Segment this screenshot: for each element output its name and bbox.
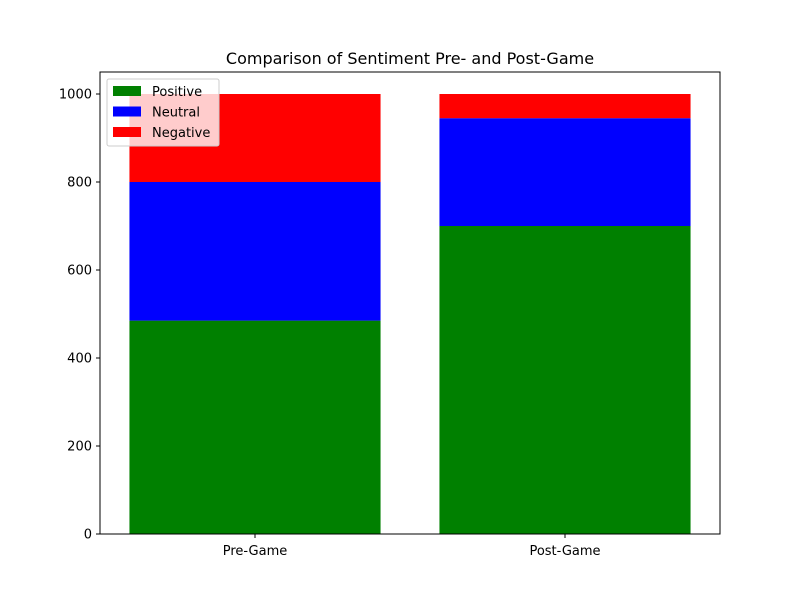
y-tick-label: 400 — [67, 352, 92, 367]
y-axis: 0 200 400 600 800 1000 — [59, 88, 100, 543]
legend-swatch-negative — [113, 127, 141, 137]
y-tick-label: 1000 — [59, 88, 92, 103]
bar-positive-post-game — [439, 226, 691, 534]
legend-label-negative: Negative — [152, 126, 210, 141]
y-tick-label: 200 — [67, 440, 92, 455]
bar-negative-post-game — [439, 94, 691, 119]
legend: Positive Neutral Negative — [106, 78, 220, 147]
x-tick-label: Pre-Game — [223, 544, 288, 559]
legend-swatch-neutral — [113, 106, 141, 117]
chart-title: Comparison of Sentiment Pre- and Post-Ga… — [226, 49, 594, 68]
legend-swatch-positive — [113, 86, 141, 96]
plot-frame — [99, 71, 721, 535]
bar-neutral-pre-game — [129, 182, 381, 321]
legend-label-positive: Positive — [152, 85, 202, 100]
bar-positive-pre-game — [129, 320, 381, 534]
x-tick-label: Post-Game — [529, 544, 600, 559]
legend-label-neutral: Neutral — [152, 106, 200, 121]
bars-group — [129, 94, 691, 534]
bar-neutral-post-game — [439, 118, 691, 226]
y-tick-label: 600 — [67, 264, 92, 279]
y-tick-label: 0 — [84, 528, 92, 543]
x-axis: Pre-Game Post-Game — [223, 534, 601, 559]
y-tick-label: 800 — [67, 176, 92, 191]
